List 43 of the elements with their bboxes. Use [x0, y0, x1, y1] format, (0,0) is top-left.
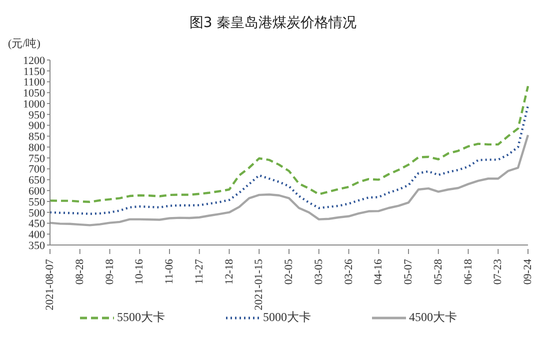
y-tick-label: 400	[28, 229, 46, 242]
x-tick-label: 03-26	[342, 258, 355, 285]
x-tick-label: 10-16	[134, 258, 146, 285]
y-tick-label: 800	[28, 142, 46, 154]
y-tick-label: 750	[28, 152, 46, 165]
line-series	[48, 104, 530, 215]
y-tick-label: 350	[28, 240, 46, 252]
y-tick-label: 950	[28, 109, 46, 122]
x-tick-label: 12-18	[223, 258, 236, 285]
y-tick-label: 1100	[23, 76, 46, 89]
y-tick-label: 850	[28, 131, 46, 144]
x-tick-label: 04-16	[372, 258, 385, 285]
y-tick-label: 700	[28, 164, 46, 176]
y-tick-label: 900	[28, 120, 46, 132]
x-tick-label: 2021-08-07	[44, 258, 56, 310]
legend-label: 5000大卡	[263, 310, 311, 326]
y-tick-label: 1150	[23, 66, 46, 78]
y-tick-label: 500	[28, 207, 46, 220]
y-tick-label: 550	[28, 196, 46, 208]
x-tick-label: 09-18	[104, 258, 116, 285]
x-tick-label: 11-27	[193, 258, 206, 284]
x-tick-label: 07-23	[492, 258, 504, 285]
line-series	[48, 134, 530, 226]
x-tick-label: 08-28	[74, 258, 86, 285]
x-tick-label: 09-24	[522, 258, 534, 285]
y-tick-label: 1000	[23, 98, 46, 110]
x-tick-label: 03-05	[312, 258, 325, 285]
y-axis-title: (元/吨)	[8, 37, 40, 51]
y-tick-label: 1200	[23, 54, 46, 67]
x-tick-label: 05-28	[432, 258, 444, 285]
legend-label: 5500大卡	[117, 309, 165, 326]
x-tick-label: 2021-01-15	[253, 258, 266, 310]
line-series	[48, 85, 530, 204]
legend-label: 4500大卡	[409, 309, 457, 326]
x-tick-label: 06-18	[462, 258, 474, 285]
x-tick-label: 11-06	[164, 258, 176, 284]
y-tick-label: 1050	[23, 88, 46, 100]
y-tick-label: 650	[28, 174, 46, 187]
y-tick-label: 600	[28, 185, 46, 198]
y-tick-label: 450	[28, 218, 46, 230]
x-tick-label: 02-05	[283, 258, 295, 285]
chart-title: 图3 秦皇岛港煤炭价格情况	[188, 14, 358, 32]
x-tick-label: 05-07	[402, 258, 414, 285]
